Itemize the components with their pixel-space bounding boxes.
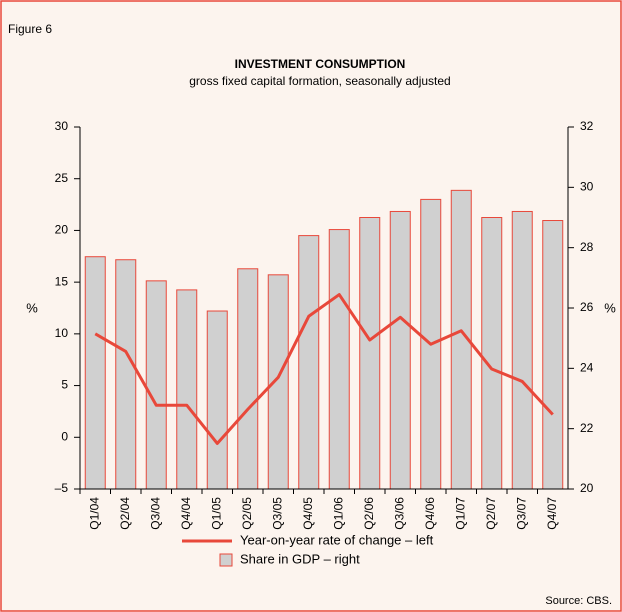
y-tick-label: 0 (61, 429, 68, 443)
x-tick-label: Q3/04 (148, 497, 162, 530)
y-tick-label: 20 (55, 223, 69, 237)
y2-axis-label: % (604, 300, 616, 315)
y-tick-label: 15 (55, 274, 69, 288)
line (94, 293, 554, 445)
bar (145, 280, 167, 490)
y-tick-label: 5 (61, 378, 68, 392)
y2-tick-label: 32 (580, 119, 594, 133)
x-tick-label: Q4/04 (179, 497, 193, 530)
y-tick-label: 25 (55, 171, 69, 185)
y2-tick-label: 28 (580, 240, 594, 254)
y-axis-label: % (26, 300, 38, 315)
x-tick-label: Q4/07 (545, 497, 559, 530)
x-tick-label: Q1/05 (209, 497, 223, 530)
legend-label: Year-on-year rate of change – left (240, 532, 434, 547)
figure-label: Figure 6 (8, 22, 52, 36)
x-tick-label: Q2/06 (362, 497, 376, 530)
y2-tick-label: 30 (580, 180, 594, 194)
y2-tick-label: 20 (580, 481, 594, 495)
x-tick-label: Q1/04 (87, 497, 101, 530)
bar (176, 289, 198, 490)
bar (298, 235, 320, 490)
bar (511, 210, 533, 490)
bar (389, 210, 411, 490)
y-tick-label: 30 (55, 119, 69, 133)
x-tick-label: Q1/06 (331, 497, 345, 530)
bar (206, 310, 228, 490)
legend-label: Share in GDP – right (240, 551, 360, 566)
bar (481, 217, 503, 490)
x-tick-label: Q2/05 (240, 497, 254, 530)
legend-swatch (219, 553, 233, 567)
source: Source: CBS. (545, 595, 612, 607)
x-tick-label: Q4/05 (301, 497, 315, 530)
bar (328, 229, 350, 490)
x-tick-label: Q3/05 (270, 497, 284, 530)
x-tick-label: Q3/07 (514, 497, 528, 530)
y2-tick-label: 24 (580, 361, 594, 375)
x-tick-label: Q2/07 (484, 497, 498, 530)
y2-tick-label: 22 (580, 421, 594, 435)
bar (115, 259, 137, 490)
bar (359, 217, 381, 490)
x-tick-label: Q3/06 (392, 497, 406, 530)
x-tick-label: Q2/04 (118, 497, 132, 530)
bar (267, 274, 289, 490)
y2-tick-label: 26 (580, 300, 594, 314)
x-tick-label: Q1/07 (453, 497, 467, 530)
bar (542, 220, 564, 490)
chart-title: INVESTMENT CONSUMPTION (235, 57, 406, 71)
x-tick-label: Q4/06 (423, 497, 437, 530)
y-tick-label: 10 (55, 326, 69, 340)
chart-subtitle: gross fixed capital formation, seasonall… (189, 74, 450, 88)
bar (84, 256, 106, 490)
y-tick-label: –5 (55, 481, 69, 495)
bar (237, 268, 259, 490)
